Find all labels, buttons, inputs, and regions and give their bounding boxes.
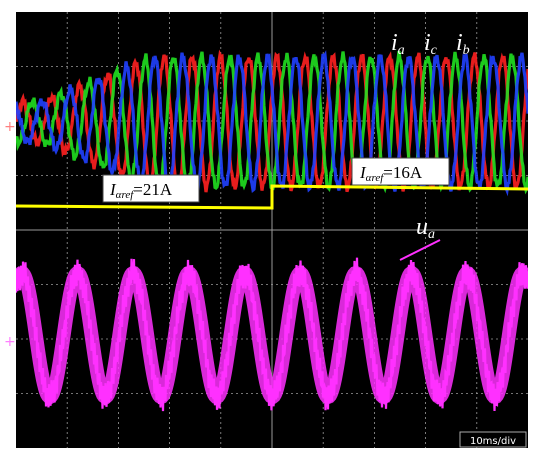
channel-marker-lower: + — [4, 334, 16, 350]
channel-marker-upper: + — [4, 119, 16, 135]
ref-16-sub: αref — [366, 172, 386, 184]
ref-16-value: =16A — [383, 163, 423, 182]
reference-label-16a: Iαref=16A — [351, 157, 450, 186]
svg-text:Iαref=16A: Iαref=16A — [359, 163, 423, 184]
timebase-label: 10ms/div — [470, 436, 516, 447]
svg-text:Iαref=21A: Iαref=21A — [109, 180, 173, 201]
timebase-box — [459, 431, 527, 448]
trace-ua-envelope — [16, 265, 528, 405]
trace-ib — [16, 50, 528, 197]
reference-trace — [15, 184, 529, 210]
reference-label-21a: Iαref=21A — [102, 174, 200, 203]
lower-traces — [16, 257, 528, 412]
ua-pointer-arrow — [399, 239, 441, 261]
ref-21-sub: αref — [116, 189, 136, 201]
ref-21-main: I — [109, 180, 117, 199]
series-label-ib: ib — [456, 30, 470, 58]
reference-line — [15, 184, 529, 210]
ref-21-value: =21A — [133, 180, 173, 199]
ref-16-main: I — [359, 163, 367, 182]
series-label-ic: ic — [424, 30, 438, 58]
series-label-ia: ia — [391, 30, 405, 58]
series-label-ua: ua — [416, 214, 435, 242]
